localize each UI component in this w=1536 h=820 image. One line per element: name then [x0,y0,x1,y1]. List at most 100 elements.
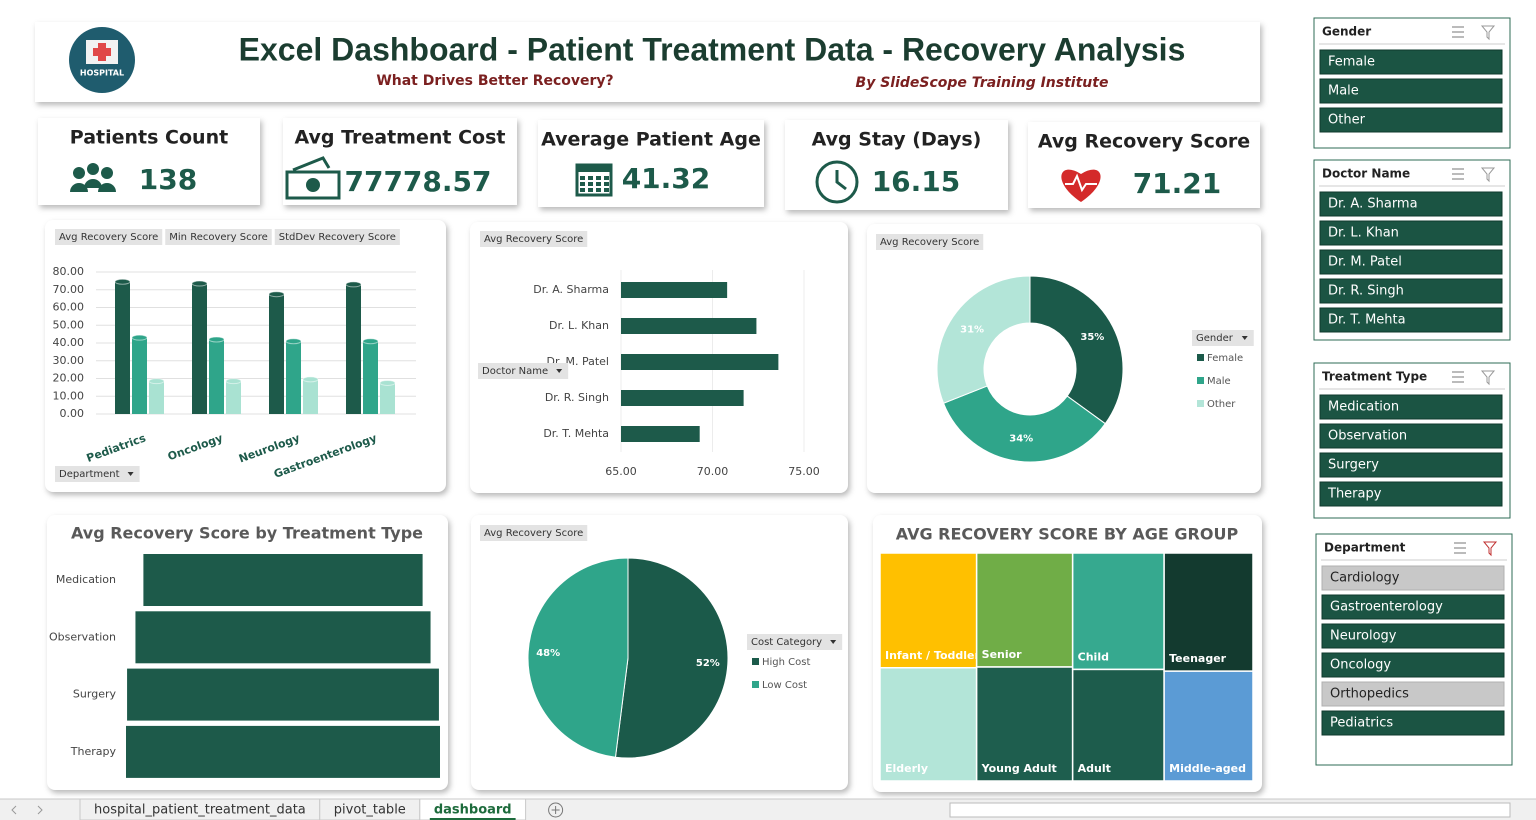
slicer-item[interactable] [1321,623,1505,649]
icon [604,188,609,192]
multi-select-icon[interactable] [1452,371,1464,383]
icon [306,178,320,192]
treemap-tile [879,552,978,669]
icon [596,188,601,192]
slicer-item[interactable] [1319,249,1503,275]
slicer-item-label: Dr. M. Patel [1328,255,1402,270]
kpi-value: 16.15 [872,165,961,198]
slicer-item-label: Surgery [1328,458,1379,473]
clear-filter-icon[interactable] [1480,25,1496,41]
slice [942,385,1106,463]
bar-top [191,280,208,287]
slicer-item[interactable] [1321,710,1505,736]
add-sheet-button[interactable] [548,802,564,818]
bar [135,611,431,664]
icon [84,179,102,188]
legend-label: Male [1207,376,1231,387]
series-button[interactable] [165,229,272,245]
legend-title-label: Cost Category [751,637,822,648]
kpi-label: Average Patient Age [541,129,761,151]
filter-button-label: Department [59,469,120,480]
icon [292,156,331,172]
icon [87,163,99,175]
series-button[interactable] [480,231,588,247]
slicer-title: Gender [1322,25,1371,39]
series-button[interactable] [876,234,984,250]
tile-label: Middle-aged [1169,762,1246,775]
legend-title-arrow [1241,336,1248,340]
slice [614,557,729,759]
logo-cross [93,48,111,56]
subtitle: What Drives Better Recovery? [376,73,613,89]
icon [580,188,585,192]
category-label: Observation [49,630,116,643]
filter-button[interactable] [55,466,140,482]
scrollbar[interactable] [949,802,1511,818]
clear-filter-icon[interactable] [1480,370,1496,386]
sheet-tab-label: hospital_patient_treatment_data [94,803,306,818]
multi-select-icon[interactable] [1454,542,1466,554]
slicer-item[interactable] [1319,49,1503,75]
slicer-item[interactable] [1319,307,1503,333]
y-tick-label: 10.00 [53,389,85,402]
bar [621,354,779,370]
y-tick-label: 50.00 [53,318,85,331]
slicer-item[interactable] [1319,481,1503,507]
slicer-item[interactable] [1319,107,1503,133]
category-label: Medication [56,573,116,586]
slicer-item[interactable] [1321,681,1505,707]
bar-top [114,278,131,285]
kpi-label: Avg Treatment Cost [295,127,506,149]
slicer-item-label: Therapy [1327,487,1382,502]
series-button[interactable] [55,229,163,245]
kpi-label: Avg Stay (Days) [812,129,982,151]
icon [1065,173,1097,193]
bar-top [379,379,396,386]
bar-top [131,334,148,341]
series-button[interactable] [274,229,400,245]
slicer-item[interactable] [1319,423,1503,449]
series-button-label: Min Recovery Score [169,232,267,243]
slicer-item[interactable] [1319,220,1503,246]
icon [596,182,601,186]
legend-swatch [1197,354,1204,361]
bar [269,294,284,414]
sheet-tab-label: pivot_table [334,803,406,818]
slicer-item[interactable] [1321,565,1505,591]
axis-button[interactable] [478,363,569,379]
bar [363,341,378,414]
y-tick-label: 70.00 [53,283,85,296]
slicer-item[interactable] [1319,191,1503,217]
slicer-item[interactable] [1319,278,1503,304]
header-panel [35,22,1260,102]
icon [101,167,113,179]
slicer-item[interactable] [1321,652,1505,678]
bar [127,668,439,721]
add-sheet-plus [551,806,560,814]
scroll-arrows[interactable] [11,805,43,815]
multi-select-icon[interactable] [1452,168,1464,180]
legend-title[interactable] [747,634,843,650]
slicer-item-label: Dr. R. Singh [1328,284,1404,299]
multi-select-icon[interactable] [1452,26,1464,38]
kpi-value: 138 [139,163,197,196]
series-button[interactable] [480,525,588,541]
sheet-tab[interactable] [419,798,527,820]
slicer-item[interactable] [1319,452,1503,478]
slicer-item-label: Orthopedics [1330,687,1409,702]
slicer-item[interactable] [1319,394,1503,420]
legend-swatch [1197,377,1204,384]
clear-filter-icon[interactable] [1482,541,1498,557]
legend-label: High Cost [762,657,810,668]
slicer-item[interactable] [1321,594,1505,620]
chart-title: Avg Recovery Score by Treatment Type [71,524,423,543]
y-tick-label: 80.00 [53,265,85,278]
bar [132,337,147,414]
slicer-item[interactable] [1319,78,1503,104]
legend-title[interactable] [1192,330,1254,346]
clear-filter-icon[interactable] [1480,167,1496,183]
slicer-item-label: Medication [1328,400,1399,415]
filter-button-arrow [127,472,134,476]
